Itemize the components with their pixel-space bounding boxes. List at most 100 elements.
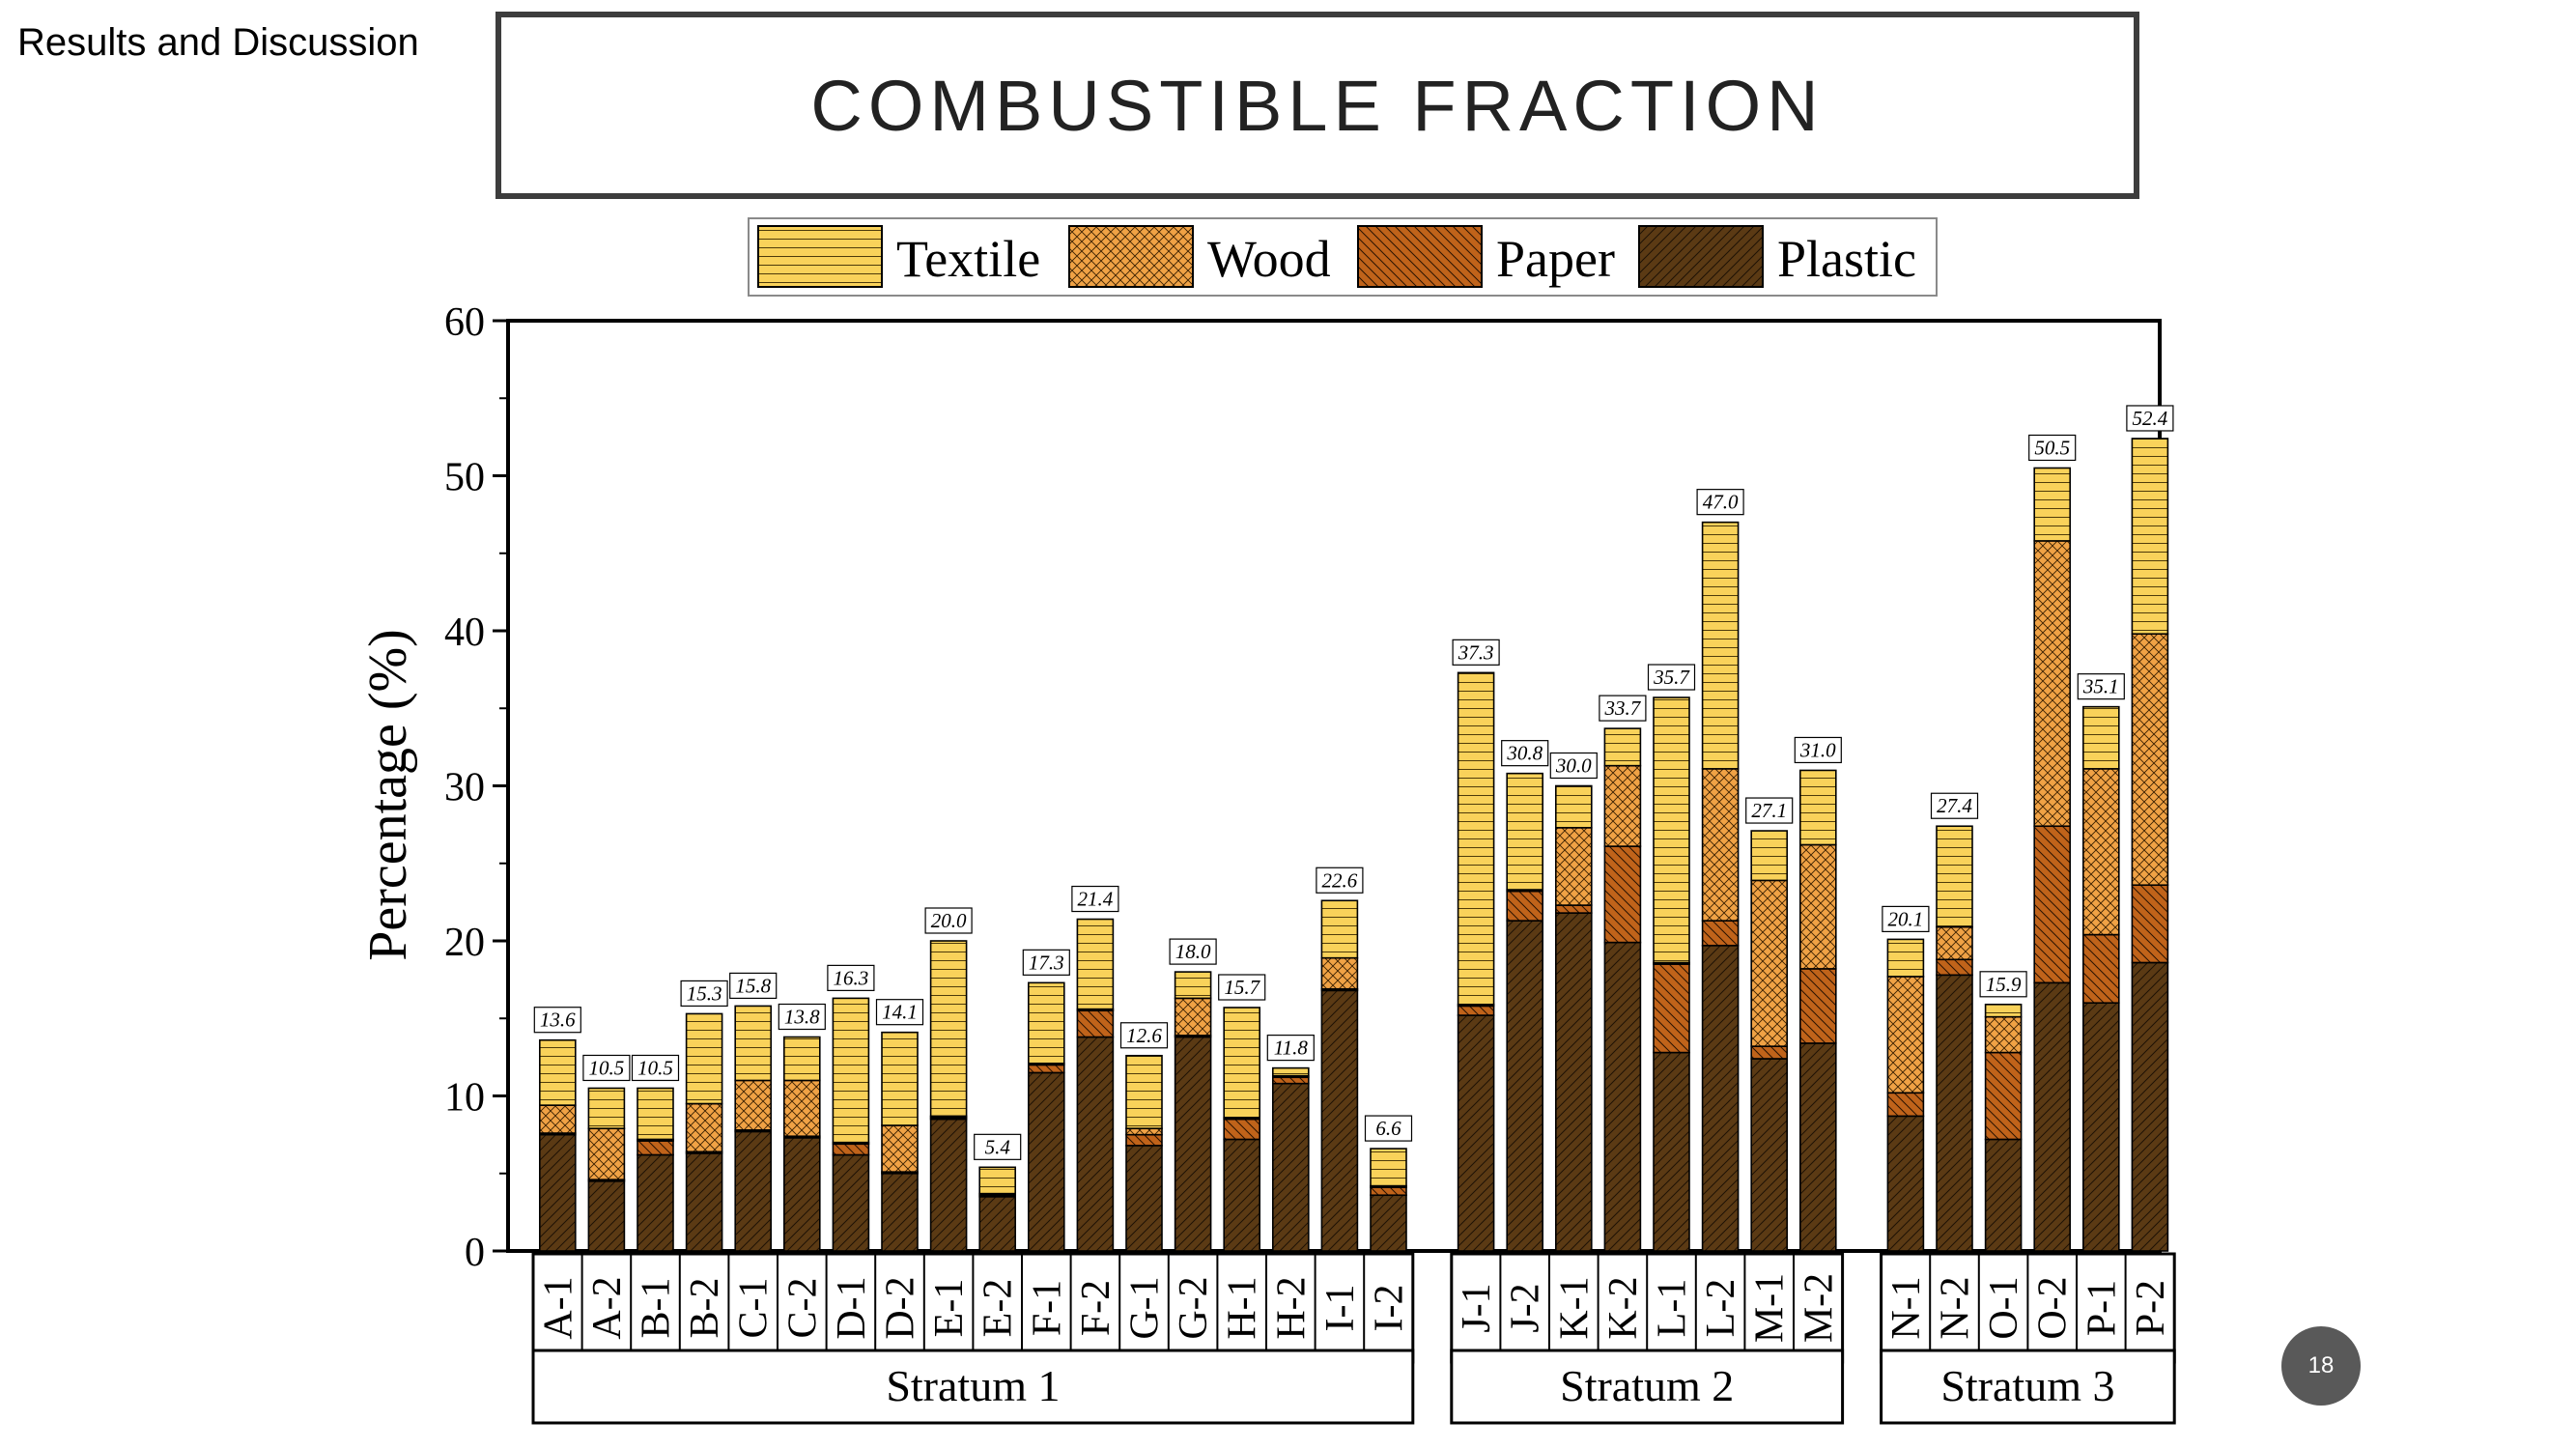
- x-tick-label-I-2: I-2: [1368, 1285, 1412, 1332]
- bar-paper-K-1: [1555, 904, 1593, 914]
- bar-plastic-A-1: [538, 1133, 577, 1252]
- bar-paper-N-2: [1936, 958, 1973, 977]
- total-label-box: [680, 980, 728, 1008]
- legend-label-textile: Textile: [896, 230, 1040, 288]
- bar-textile-C-2: [782, 1036, 821, 1082]
- x-axis-categories: A-1 A-2 B-1 B-2 C-1 C-2 D-1 D-2 E-1 E-2 F-1 F-2 G-1 G…: [531, 1252, 2176, 1425]
- x-tick-label-F-2: F-2: [1074, 1280, 1118, 1336]
- bar-plastic-M-1: [1750, 1058, 1788, 1252]
- bar-paper-J-1: [1457, 1005, 1495, 1016]
- bar-paper-O-1: [1984, 1051, 2023, 1141]
- bar-paper-M-2: [1799, 968, 1837, 1044]
- group-label-2: Stratum 2: [1560, 1361, 1734, 1410]
- bar-textile-G-1: [1125, 1054, 1163, 1130]
- total-label-box: [533, 1007, 581, 1034]
- total-label-box: [1696, 489, 1744, 516]
- bar-wood-B-2: [685, 1102, 723, 1153]
- bar-textile-M-1: [1750, 830, 1788, 882]
- bar-textile-F-2: [1076, 918, 1115, 1010]
- y-tick-label: 30: [444, 766, 485, 810]
- x-tick-label-G-1: G-1: [1123, 1276, 1168, 1339]
- bar-textile-H-2: [1272, 1066, 1310, 1077]
- total-label-A-1: 13.6: [540, 1009, 576, 1032]
- bar-plastic-B-2: [685, 1152, 723, 1252]
- total-label-G-1: 12.6: [1126, 1024, 1162, 1047]
- total-label-box: [2126, 405, 2174, 432]
- bar-textile-P-1: [2082, 705, 2120, 770]
- bar-plastic-N-2: [1936, 974, 1973, 1252]
- bar-textile-K-2: [1603, 727, 1642, 767]
- bar-plastic-M-2: [1799, 1042, 1837, 1252]
- bar-plastic-L-2: [1701, 945, 1740, 1252]
- total-label-box: [1266, 1035, 1315, 1062]
- title-box: COMBUSTIBLE FRACTION: [495, 12, 2139, 199]
- group-box-3: [1880, 1349, 2176, 1425]
- total-label-box: [2028, 434, 2077, 462]
- bar-wood-L-2: [1701, 768, 1740, 922]
- total-label-box: [875, 999, 924, 1026]
- legend-swatch-paper: [1357, 225, 1483, 288]
- total-label-box: [924, 907, 973, 934]
- y-tick-label: 40: [444, 611, 485, 655]
- total-label-box: [1745, 797, 1794, 824]
- y-tick-label: 20: [444, 921, 485, 965]
- bar-wood-A-2: [587, 1127, 626, 1180]
- total-label-box: [2077, 673, 2125, 700]
- total-label-M-1: 27.1: [1751, 799, 1787, 822]
- bar-paper-B-1: [637, 1140, 674, 1156]
- bar-paper-M-1: [1750, 1045, 1788, 1060]
- bar-plastic-I-2: [1370, 1194, 1407, 1252]
- total-label-box: [1071, 885, 1119, 913]
- page-number-badge: 18: [2281, 1326, 2361, 1406]
- group-label-3: Stratum 3: [1940, 1361, 2114, 1410]
- total-label-G-2: 18.0: [1175, 940, 1211, 963]
- bar-wood-C-1: [734, 1079, 773, 1131]
- bar-plastic-P-2: [2131, 961, 2169, 1252]
- x-tick-label-K-1: K-1: [1552, 1276, 1597, 1339]
- total-label-E-1: 20.0: [931, 909, 967, 932]
- bar-wood-A-1: [538, 1104, 577, 1134]
- bar-wood-N-2: [1936, 925, 1973, 961]
- total-label-H-1: 15.7: [1224, 976, 1260, 999]
- total-label-F-2: 21.4: [1078, 888, 1114, 911]
- x-tick-label-E-2: E-2: [977, 1279, 1021, 1338]
- total-label-box: [1501, 740, 1549, 767]
- bar-wood-M-2: [1799, 843, 1837, 970]
- bar-wood-C-2: [782, 1079, 821, 1138]
- total-label-O-1: 15.9: [1986, 973, 2022, 996]
- bar-paper-G-1: [1125, 1133, 1163, 1147]
- legend-swatch-wood: [1068, 225, 1194, 288]
- slide-title: COMBUSTIBLE FRACTION: [810, 65, 1825, 146]
- x-tick-label-L-2: L-2: [1699, 1279, 1743, 1338]
- x-tick-label-G-2: G-2: [1172, 1276, 1216, 1339]
- total-label-box: [1169, 938, 1217, 965]
- bar-plastic-D-1: [832, 1153, 870, 1252]
- x-tick-label-N-1: N-1: [1884, 1276, 1929, 1339]
- total-label-box: [1979, 971, 2027, 998]
- total-label-L-1: 35.7: [1653, 666, 1690, 689]
- bar-textile-J-1: [1457, 671, 1495, 1006]
- total-label-P-2: 52.4: [2133, 407, 2168, 430]
- legend-label-wood: Wood: [1207, 230, 1331, 288]
- bar-textile-L-1: [1653, 696, 1690, 964]
- total-label-box: [1549, 752, 1598, 780]
- total-label-B-1: 10.5: [637, 1056, 673, 1079]
- bar-textile-M-2: [1799, 769, 1837, 846]
- bar-paper-O-2: [2033, 825, 2071, 984]
- bar-plastic-O-1: [1984, 1138, 2023, 1252]
- x-tick-label-C-1: C-1: [732, 1278, 777, 1339]
- total-label-box: [631, 1054, 680, 1082]
- bar-textile-B-1: [637, 1087, 674, 1141]
- total-label-box: [1599, 695, 1647, 722]
- bar-textile-E-1: [929, 940, 968, 1118]
- bar-paper-P-2: [2131, 884, 2169, 964]
- total-label-P-1: 35.1: [2082, 675, 2119, 698]
- bar-paper-D-1: [832, 1143, 870, 1156]
- bar-wood-G-1: [1125, 1127, 1163, 1136]
- bar-paper-K-2: [1603, 845, 1642, 944]
- bar-plastic-H-1: [1223, 1138, 1260, 1252]
- bar-plastic-P-1: [2082, 1002, 2120, 1252]
- bar-paper-H-2: [1272, 1076, 1310, 1085]
- bar-paper-F-2: [1076, 1009, 1115, 1038]
